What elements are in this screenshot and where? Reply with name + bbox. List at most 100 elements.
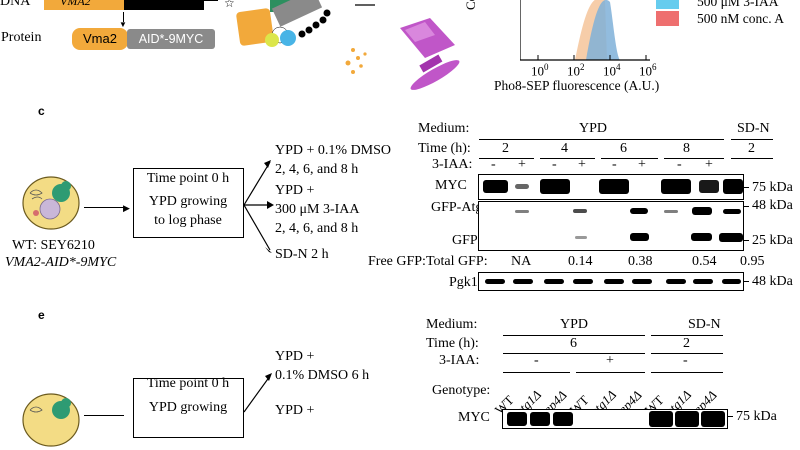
hist-tick-0: 100 xyxy=(531,62,549,79)
cond-c1-line1: YPD + 0.1% DMSO xyxy=(275,143,392,158)
time-line-c2 xyxy=(540,158,595,160)
iaa-c-3: - xyxy=(552,157,557,172)
time-line-c5 xyxy=(731,158,773,160)
time-label-c: Time (h): xyxy=(418,141,471,156)
mw-25-c: 25 kDa xyxy=(752,233,793,248)
iaa-line-e3 xyxy=(651,372,723,374)
hist-tick-2: 102 xyxy=(567,62,585,79)
branch-arrows-e xyxy=(244,373,272,413)
yeast-cell-icon xyxy=(22,176,80,230)
mw-48-c: 48 kDa xyxy=(752,198,793,213)
panel-c-label: c xyxy=(38,104,45,118)
hist-ylabel: Cell c xyxy=(463,0,479,10)
peptide-fragments xyxy=(345,48,367,74)
mw-tick-75-e xyxy=(728,416,733,418)
blot-myc-c xyxy=(478,174,744,200)
iaa-label-c: 3-IAA: xyxy=(432,157,473,172)
degradation-illustration xyxy=(236,0,460,90)
sdn-bracket-e xyxy=(651,335,723,337)
time-line-c4 xyxy=(664,158,724,160)
cond-c3: SD-N 2 h xyxy=(275,247,329,262)
strain-line1: WT: SEY6210 xyxy=(12,238,95,253)
medium-sdn-e: SD-N xyxy=(688,317,721,332)
cond-e1-line1: YPD + xyxy=(275,349,315,364)
step-box-c-line3: to log phase xyxy=(154,213,222,228)
dna-line xyxy=(204,0,218,2)
iaa-e-2: + xyxy=(606,353,614,368)
legend-swatch-iaa xyxy=(656,0,679,9)
mw-tick-75-c xyxy=(744,187,749,189)
time-line-e1 xyxy=(503,353,645,355)
cond-c1-line2: 2, 4, 6, and 8 h xyxy=(275,162,359,177)
cond-c2-line2: 300 μM 3-IAA xyxy=(275,202,360,217)
medium-ypd-e: YPD xyxy=(560,317,589,332)
legend-label-conca: 500 nM conc. A xyxy=(697,11,784,26)
dna-label: DNA xyxy=(0,0,31,9)
blot-label-pgk1: Pgk1 xyxy=(449,275,478,290)
iaa-c-1: - xyxy=(491,157,496,172)
dna-gene-text: VMA2 xyxy=(60,0,91,8)
star-icon: ☆ xyxy=(224,0,235,10)
genotype-label-e: Genotype: xyxy=(432,383,491,398)
step-box-e-line1: Time point 0 h xyxy=(146,376,230,391)
iaa-c-6: + xyxy=(638,157,646,172)
cond-e1-line2: 0.1% DMSO 6 h xyxy=(275,368,370,383)
medium-ypd-c: YPD xyxy=(579,121,608,136)
legend-swatch-conca xyxy=(656,11,679,26)
step-box-e-line2: YPD growing xyxy=(148,400,228,415)
sdn-bracket-c xyxy=(731,139,773,141)
mw-75-e: 75 kDa xyxy=(736,409,777,424)
protein-tag: AID*-9MYC xyxy=(127,29,215,49)
mw-75-c: 75 kDa xyxy=(752,180,793,195)
complex-graphic xyxy=(236,0,331,47)
medium-sdn-c: SD-N xyxy=(737,121,770,136)
ratio-label: Free GFP:Total GFP: xyxy=(368,254,488,269)
panel-e-label: e xyxy=(38,308,45,322)
iaa-line-e2 xyxy=(576,372,645,374)
iaa-e-1: - xyxy=(534,353,539,368)
legend-label-iaa: 500 μM 3-IAA xyxy=(697,0,779,9)
yeast-cell-icon-e xyxy=(22,393,80,447)
time-c-4: 4 xyxy=(561,141,568,156)
blot-label-gfp-atg8: GFP-Atg8 xyxy=(431,200,490,215)
cond-c2-line3: 2, 4, 6, and 8 h xyxy=(275,221,359,236)
iaa-c-7: - xyxy=(677,157,682,172)
cond-e2-line1: YPD + xyxy=(275,403,315,418)
step-box-c-line1: Time point 0 h xyxy=(146,171,230,186)
iaa-c-2: + xyxy=(518,157,526,172)
ypd-bracket-c xyxy=(479,139,724,141)
cond-c2-line1: YPD + xyxy=(275,183,315,198)
time-c-6: 6 xyxy=(620,141,627,156)
iaa-e-3: - xyxy=(683,353,688,368)
strain-line2: VMA2-AID*-9MYC xyxy=(5,255,117,270)
arrow-right-icon: ▶ xyxy=(123,203,130,213)
mw-tick-25-c xyxy=(744,240,749,242)
hist-xlabel: Pho8-SEP fluorescence (A.U.) xyxy=(494,78,660,93)
blot-gfp-c xyxy=(478,201,744,251)
ratio-c-3: 0.38 xyxy=(628,254,653,269)
dna-tag-bar xyxy=(124,0,204,10)
time-line-c3 xyxy=(601,158,658,160)
medium-label-e: Medium: xyxy=(426,317,478,332)
iaa-c-4: + xyxy=(578,157,586,172)
hist-tick-6: 106 xyxy=(639,62,657,79)
arrow-down-icon: ▼ xyxy=(119,20,127,29)
arrow-line-c1 xyxy=(84,207,124,209)
time-line-e2 xyxy=(651,353,723,355)
histogram-plot xyxy=(520,0,650,61)
ratio-c-5: 0.95 xyxy=(740,254,765,269)
ratio-c-4: 0.54 xyxy=(692,254,717,269)
iaa-c-8: + xyxy=(705,157,713,172)
mw-tick-48b-c xyxy=(744,281,749,283)
iaa-label-e: 3-IAA: xyxy=(439,353,480,368)
protein-label: Protein xyxy=(1,30,42,45)
iaa-line-e1 xyxy=(503,372,570,374)
dna-gene-bar xyxy=(44,0,124,10)
blot-pgk1-c xyxy=(478,272,744,291)
blot-label-gfp: GFP xyxy=(452,233,478,248)
medium-label-c: Medium: xyxy=(418,121,470,136)
step-box-c xyxy=(133,168,244,238)
time-c-sdn: 2 xyxy=(748,141,755,156)
iaa-c-5: - xyxy=(612,157,617,172)
transcription-arrow xyxy=(123,12,125,22)
